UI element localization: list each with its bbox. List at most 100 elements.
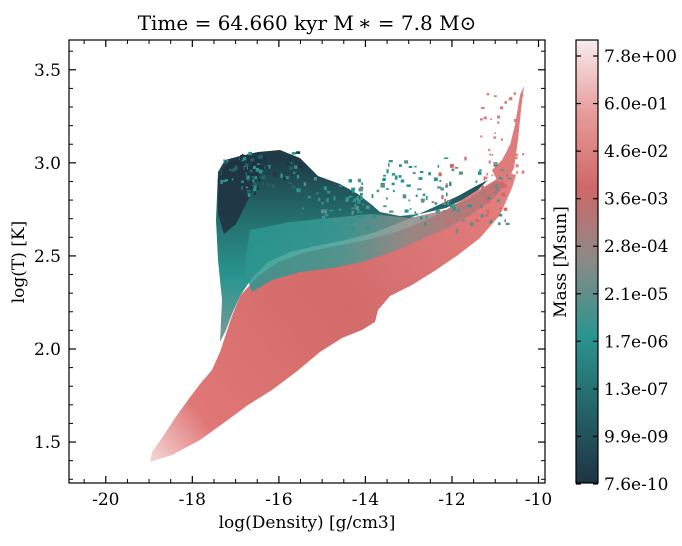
scatter-pixel: [283, 177, 286, 181]
scatter-pixel: [376, 189, 380, 193]
scatter-pixel: [226, 169, 230, 171]
scatter-pixel: [408, 199, 411, 202]
scatter-pixel: [218, 171, 222, 174]
scatter-pixel: [436, 217, 440, 220]
scatter-pixel: [234, 165, 238, 170]
scatter-pixel: [219, 189, 222, 195]
scatter-pixel: [294, 165, 298, 169]
x-tick-label: -20: [92, 490, 119, 510]
scatter-pixel: [318, 197, 321, 202]
scatter-pixel: [428, 172, 431, 176]
scatter-pixel: [322, 216, 325, 219]
scatter-pixel: [442, 202, 447, 205]
x-tick-label: -18: [179, 490, 206, 510]
scatter-pixel: [258, 155, 263, 159]
scatter-pixel: [323, 186, 327, 191]
scatter-pixel: [515, 156, 518, 159]
scatter-pixel: [291, 152, 297, 155]
scatter-pixel: [445, 185, 448, 188]
scatter-pixel: [488, 148, 491, 152]
scatter-pixel: [252, 165, 256, 169]
scatter-pixel: [415, 213, 419, 216]
scatter-pixel: [244, 163, 249, 167]
scatter-pixel: [495, 184, 498, 188]
scatter-pixel: [333, 196, 336, 201]
scatter-pixel: [357, 216, 361, 219]
scatter-pixel: [372, 214, 377, 219]
scatter-pixel: [433, 177, 438, 182]
scatter-pixel: [220, 179, 223, 184]
scatter-pixel: [464, 156, 467, 161]
heatmap-region-warm-column: [216, 150, 488, 342]
scatter-pixel: [493, 191, 497, 193]
scatter-pixel: [439, 179, 442, 182]
scatter-pixel: [449, 204, 453, 208]
scatter-pixel: [360, 196, 363, 200]
scatter-pixel: [506, 174, 509, 177]
scatter-pixel: [391, 182, 395, 186]
scatter-pixel: [326, 198, 329, 203]
scatter-pixel: [291, 185, 296, 189]
scatter-pixel: [418, 177, 423, 180]
scatter-pixel: [515, 153, 519, 156]
scatter-pixel: [238, 157, 241, 161]
scatter-pixel: [450, 163, 454, 168]
x-tick-label: -10: [525, 490, 552, 510]
scatter-pixel: [481, 185, 484, 189]
scatter-pixel: [475, 219, 480, 222]
scatter-pixel: [415, 194, 418, 197]
y-tick-label: 3.5: [34, 61, 61, 81]
scatter-pixel: [231, 169, 236, 172]
scatter-pixel: [296, 174, 300, 179]
heatmap-distribution: [150, 86, 525, 462]
scatter-pixel: [351, 187, 356, 191]
scatter-pixel: [244, 167, 247, 171]
scatter-pixel: [253, 176, 257, 180]
scatter-pixel: [247, 178, 250, 182]
scatter-pixel: [513, 155, 516, 159]
scatter-pixel: [329, 209, 334, 212]
scatter-pixel: [247, 193, 251, 197]
scatter-pixel: [356, 196, 359, 200]
colorbar-tick-label: 6.0e-01: [604, 95, 668, 115]
scatter-pixel: [386, 188, 389, 190]
heatmap-region-hot-ridge: [492, 86, 524, 182]
scatter-pixel: [246, 189, 251, 193]
scatter-pixel: [504, 101, 508, 104]
scatter-pixel: [467, 204, 472, 208]
scatter-pixel: [253, 191, 256, 196]
scatter-pixel: [490, 118, 493, 120]
scatter-pixel: [497, 121, 500, 124]
scatter-pixel: [458, 171, 463, 175]
scatter-pixel: [457, 209, 461, 212]
scatter-pixel: [487, 197, 491, 200]
scatter-pixel: [443, 210, 446, 214]
scatter-pixel: [502, 167, 506, 170]
scatter-pixel: [419, 216, 423, 220]
scatter-pixel: [500, 106, 504, 110]
scatter-pixel: [354, 198, 357, 201]
scatter-pixel: [437, 186, 441, 189]
scatter-pixel: [480, 107, 484, 109]
colorbar-tick-label: 1.7e-06: [604, 332, 668, 352]
scatter-pixel: [494, 162, 497, 165]
scatter-pixel: [516, 125, 519, 129]
scatter-pixel: [289, 166, 293, 170]
scatter-pixel: [258, 169, 263, 174]
scatter-pixel: [491, 174, 494, 177]
scatter-pixel: [400, 180, 405, 183]
scatter-pixel: [508, 146, 512, 148]
scatter-pixel: [250, 172, 253, 177]
scatter-pixel: [509, 96, 513, 101]
scatter-pixel: [316, 192, 319, 195]
scatter-pixel: [333, 220, 338, 222]
scatter-pixel: [410, 214, 413, 219]
scatter-pixel: [361, 182, 363, 185]
scatter-pixel: [444, 198, 446, 202]
scatter-pixel: [258, 177, 261, 182]
colorbar-tick-label: 4.6e-02: [604, 142, 668, 162]
scatter-pixel: [516, 171, 518, 174]
scatter-pixel: [365, 205, 370, 210]
scatter-pixel: [251, 161, 254, 166]
scatter-pixel: [496, 199, 501, 203]
